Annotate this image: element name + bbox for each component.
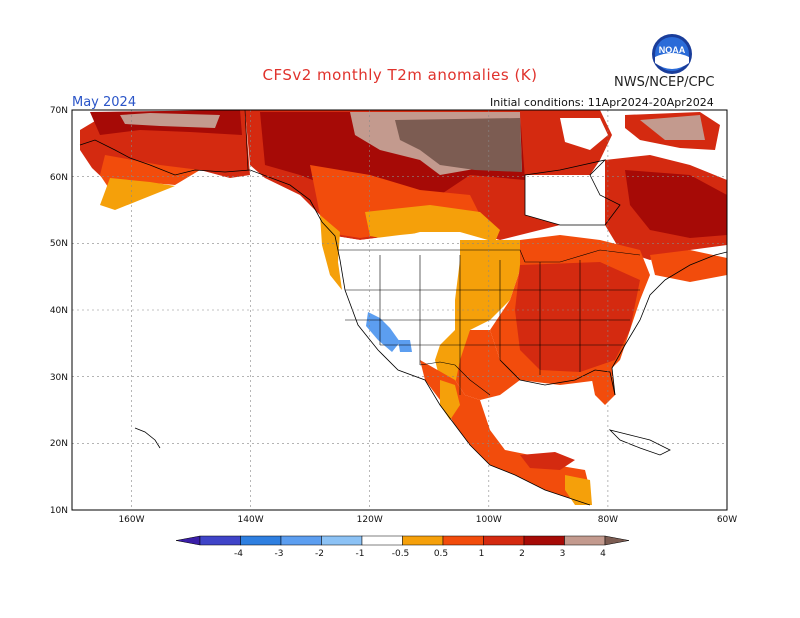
anomaly-region-west-texas xyxy=(435,330,470,385)
coastlines xyxy=(79,139,728,506)
svg-text:NOAA: NOAA xyxy=(659,45,686,55)
legend-label: 0.5 xyxy=(434,549,448,559)
anomaly-region-northern-plains xyxy=(455,240,520,330)
anomaly-region-midwest-south xyxy=(515,262,640,372)
legend-swatch xyxy=(442,535,484,546)
anomaly-region-southwest-cool xyxy=(366,312,400,352)
legend-swatch xyxy=(280,535,322,546)
lat-tick-70n: 70N xyxy=(50,106,68,116)
longitude-axis: 160W 140W 120W 100W 80W 60W xyxy=(118,515,737,525)
political-borders xyxy=(244,109,641,396)
lat-tick-10n: 10N xyxy=(50,506,68,516)
anomaly-region-canadian-prairie-south xyxy=(365,205,500,242)
anomaly-region-nw-territories xyxy=(395,118,522,172)
legend-label: 4 xyxy=(600,549,606,559)
lat-tick-20n: 20N xyxy=(50,439,68,449)
color-legend: -4 -3 -2 -1 -0.5 0.5 1 2 3 4 xyxy=(175,535,630,559)
anomaly-region-west-neutral xyxy=(335,232,470,368)
legend-swatch xyxy=(321,535,363,546)
noaa-logo-icon: NOAA xyxy=(651,33,693,75)
legend-label: 1 xyxy=(479,549,485,559)
lon-tick-120w: 120W xyxy=(357,515,383,525)
graticule xyxy=(72,110,727,510)
legend-swatch xyxy=(361,535,403,546)
legend-swatch xyxy=(199,535,241,546)
lat-tick-50n: 50N xyxy=(50,239,68,249)
legend-label: 3 xyxy=(560,549,566,559)
latitude-axis: 70N 60N 50N 40N 30N 20N 10N xyxy=(50,106,68,516)
anomaly-region-yucatan xyxy=(520,452,575,470)
hudson-bay xyxy=(560,118,608,150)
legend-swatch xyxy=(483,535,525,546)
legend-tip-min xyxy=(175,535,201,546)
lat-tick-40n: 40N xyxy=(50,306,68,316)
anomaly-region-texas xyxy=(450,330,520,400)
lon-tick-80w: 80W xyxy=(598,515,618,525)
lon-tick-60w: 60W xyxy=(717,515,737,525)
legend-tip-max xyxy=(604,535,630,546)
lon-tick-160w: 160W xyxy=(118,515,144,525)
lon-tick-140w: 140W xyxy=(238,515,264,525)
legend-label: -0.5 xyxy=(392,549,410,559)
legend-label: -3 xyxy=(275,549,284,559)
lat-tick-60n: 60N xyxy=(50,173,68,183)
anomaly-region-florida xyxy=(590,368,615,405)
anomaly-region-arctic-alaska xyxy=(120,113,220,128)
legend-swatch xyxy=(523,535,565,546)
anomaly-region-central-america xyxy=(565,475,592,505)
anomaly-region-baja xyxy=(440,380,460,420)
lat-tick-30n: 30N xyxy=(50,373,68,383)
anomaly-field xyxy=(80,110,727,505)
lon-tick-100w: 100W xyxy=(476,515,502,525)
map-border xyxy=(71,109,728,511)
initial-conditions: Initial conditions: 11Apr2024-20Apr2024 xyxy=(490,96,714,109)
anomaly-region-labrador xyxy=(625,170,727,238)
anomaly-region-aleutian-coast xyxy=(100,178,175,210)
organization-label: NWS/NCEP/CPC xyxy=(614,75,715,90)
legend-swatch xyxy=(402,535,444,546)
forecast-month: May 2024 xyxy=(72,95,137,110)
legend-label: 2 xyxy=(519,549,525,559)
legend-label: -1 xyxy=(356,549,365,559)
anomaly-region-arizona-cool xyxy=(398,340,412,352)
anomaly-region-pacific-nw-coast xyxy=(320,215,342,290)
legend-label: -4 xyxy=(234,549,243,559)
anomaly-region-baffin-north xyxy=(640,115,705,140)
legend-swatch xyxy=(564,535,606,546)
map-title: CFSv2 monthly T2m anomalies (K) xyxy=(262,66,538,84)
legend-swatch xyxy=(240,535,282,546)
legend-label: -2 xyxy=(315,549,324,559)
hudson-bay-south xyxy=(525,175,605,225)
